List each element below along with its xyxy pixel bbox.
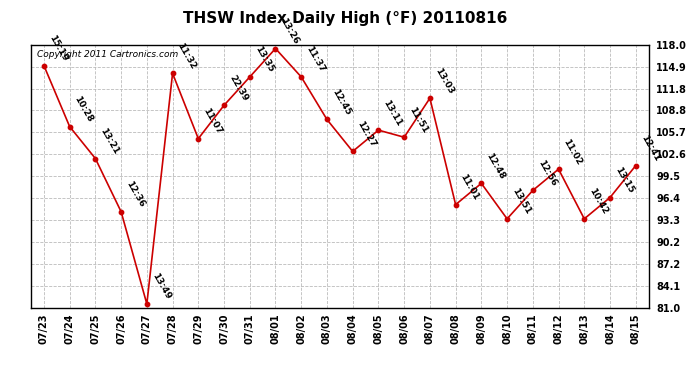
Text: 11:01: 11:01	[459, 172, 481, 202]
Point	[502, 216, 513, 222]
Point	[476, 180, 487, 186]
Text: 13:49: 13:49	[150, 272, 172, 301]
Text: 11:51: 11:51	[407, 105, 429, 134]
Text: 22:39: 22:39	[227, 73, 249, 102]
Text: 10:42: 10:42	[587, 187, 609, 216]
Text: 12:41: 12:41	[639, 134, 661, 163]
Point	[167, 70, 178, 76]
Point	[64, 124, 75, 130]
Text: 12:56: 12:56	[536, 158, 558, 188]
Point	[296, 74, 307, 80]
Text: 13:03: 13:03	[433, 66, 455, 95]
Point	[270, 45, 281, 51]
Point	[579, 216, 590, 222]
Text: 13:35: 13:35	[253, 45, 275, 74]
Point	[604, 195, 615, 201]
Point	[424, 95, 435, 101]
Point	[39, 63, 50, 69]
Text: Copyright 2011 Cartronics.com: Copyright 2011 Cartronics.com	[37, 50, 179, 59]
Text: 13:26: 13:26	[279, 16, 301, 46]
Text: 11:07: 11:07	[201, 106, 224, 136]
Text: 10:28: 10:28	[72, 94, 95, 124]
Text: 12:48: 12:48	[484, 151, 506, 180]
Text: 13:11: 13:11	[382, 98, 404, 127]
Text: 13:51: 13:51	[510, 187, 532, 216]
Point	[553, 166, 564, 172]
Text: 11:02: 11:02	[562, 137, 584, 166]
Text: 12:45: 12:45	[330, 87, 352, 117]
Point	[450, 202, 461, 208]
Text: 11:32: 11:32	[176, 41, 198, 70]
Point	[193, 136, 204, 142]
Point	[527, 188, 538, 194]
Point	[322, 117, 333, 123]
Point	[399, 134, 410, 140]
Text: 13:15: 13:15	[613, 165, 635, 195]
Point	[347, 148, 358, 154]
Point	[141, 301, 152, 307]
Text: THSW Index Daily High (°F) 20110816: THSW Index Daily High (°F) 20110816	[183, 11, 507, 26]
Point	[90, 156, 101, 162]
Point	[630, 163, 641, 169]
Point	[116, 209, 127, 215]
Text: 12:27: 12:27	[356, 119, 378, 148]
Text: 12:36: 12:36	[124, 180, 146, 209]
Point	[244, 74, 255, 80]
Text: 15:19: 15:19	[47, 33, 69, 63]
Point	[219, 102, 230, 108]
Point	[373, 127, 384, 133]
Text: 11:37: 11:37	[304, 45, 326, 74]
Text: 13:21: 13:21	[99, 126, 121, 156]
